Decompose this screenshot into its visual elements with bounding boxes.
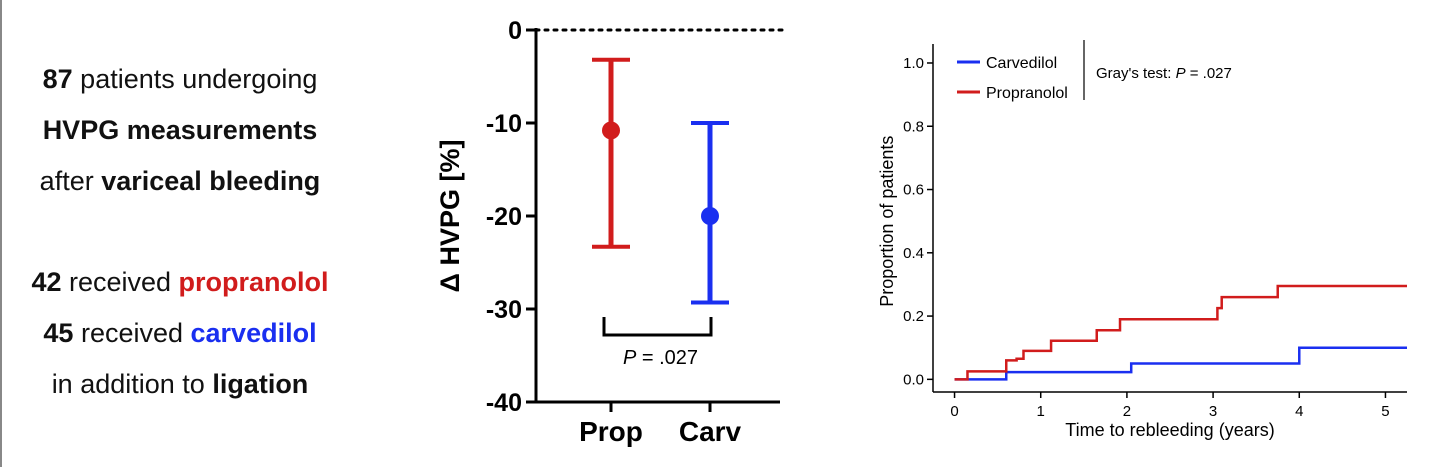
y-tick-label: -20: [486, 203, 522, 231]
y-tick-label: 0.0: [903, 371, 924, 388]
summary-line-4: 42 received propranolol: [31, 267, 329, 297]
mean-point-prop: [602, 121, 620, 140]
y-tick-label: 0.8: [903, 118, 924, 135]
carvedilol-label: carvedilol: [190, 318, 317, 348]
x-tick-label: 1: [1037, 403, 1045, 420]
grays-test-annotation: Gray's test: P = .027: [1096, 65, 1232, 82]
summary-line-5: 45 received carvedilol: [43, 318, 317, 348]
significance-p-value: P = .027: [623, 347, 698, 369]
y-tick-label: -10: [486, 110, 522, 138]
significance-bracket: [602, 317, 713, 337]
x-tick-label: 5: [1381, 403, 1389, 420]
rebleeding-cumulative-incidence-chart: 0.0 0.2 0.4 0.6 0.8 1.0 0 1 2 3 4 5 Time to rebleedi…: [877, 40, 1407, 440]
summary-line-3: after variceal bleeding: [39, 166, 321, 196]
x-tick-label: 4: [1295, 403, 1303, 420]
y-axis-label: Proportion of patients: [877, 136, 897, 307]
x-tick-label: 3: [1209, 403, 1217, 420]
y-tick-label: -30: [486, 296, 522, 324]
hvpg-errorbar-chart: 0 -10 -20 -30 -40 Δ HVPG [%] Prop Carv P = .027: [435, 17, 786, 447]
mean-point-carv: [701, 207, 719, 225]
summary-line-6: in addition to ligation: [51, 369, 309, 399]
summary-line-1: 87 patients undergoing: [42, 64, 318, 94]
x-tick-label: Carv: [679, 416, 742, 447]
x-tick-label: 0: [950, 403, 958, 420]
legend-label-carvedilol: Carvedilol: [986, 55, 1057, 72]
left-frame-line: [0, 0, 2, 467]
y-tick-label: 0.6: [903, 182, 924, 199]
legend-label-propranolol: Propranolol: [986, 85, 1068, 102]
series-line-carvedilol: [954, 346, 1407, 381]
series-line-propranolol: [954, 284, 1407, 381]
y-tick-label: 0.2: [903, 308, 924, 325]
x-tick-label: 2: [1123, 403, 1131, 420]
y-axis-label: Δ HVPG [%]: [435, 140, 465, 293]
y-tick-label: -40: [486, 389, 522, 417]
propranolol-label: propranolol: [178, 267, 329, 297]
x-tick-label: Prop: [579, 416, 643, 447]
y-tick-label: 0: [508, 17, 522, 45]
y-tick-label: 0.4: [903, 245, 924, 262]
y-tick-label: 1.0: [903, 55, 924, 72]
study-summary: 87 patients undergoing HVPG measurements…: [0, 54, 360, 410]
summary-line-2: HVPG measurements: [42, 115, 318, 145]
x-axis-label: Time to rebleeding (years): [1065, 420, 1274, 440]
